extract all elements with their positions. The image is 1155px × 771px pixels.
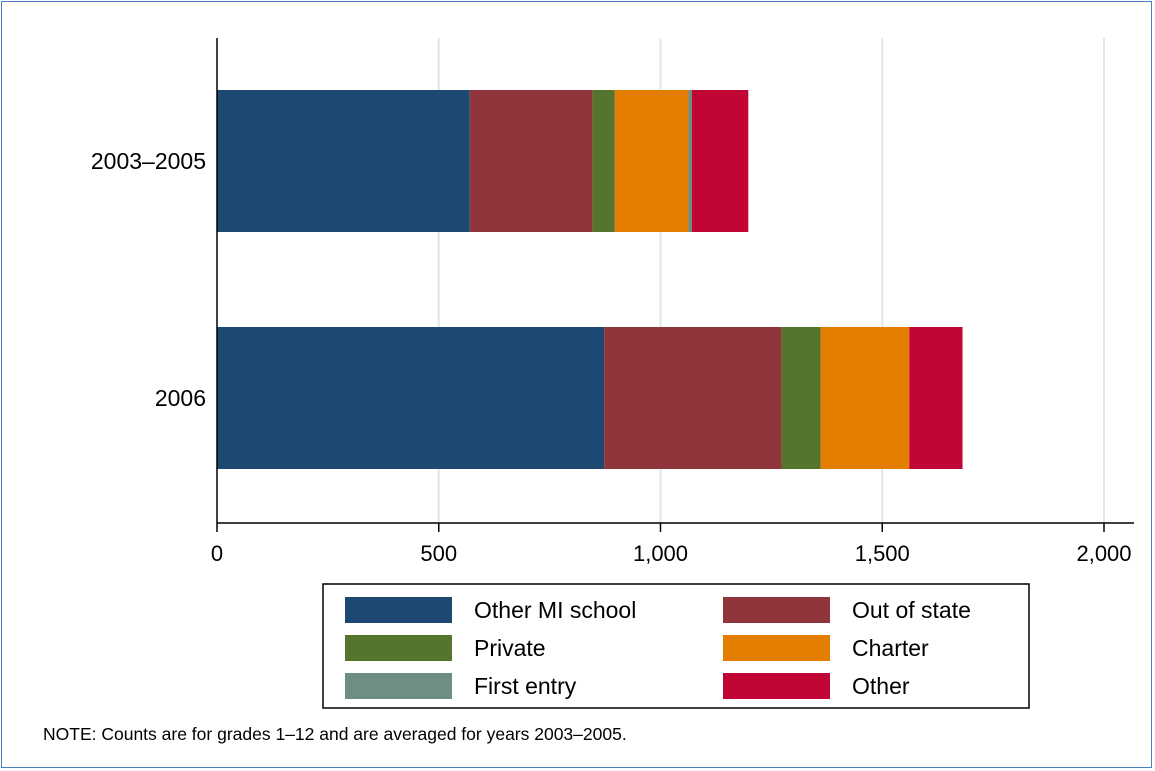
legend-item-other: Other xyxy=(723,673,910,699)
bars xyxy=(217,90,963,469)
category-labels: 2003–2005 2006 xyxy=(91,148,206,411)
x-tick-label: 500 xyxy=(420,541,457,566)
x-tick-labels: 0 500 1,000 1,500 2,000 xyxy=(211,541,1132,566)
category-label: 2006 xyxy=(155,385,206,411)
legend-swatch xyxy=(345,597,452,623)
category-label: 2003–2005 xyxy=(91,148,206,174)
x-tick-label: 0 xyxy=(211,541,223,566)
legend-label: Other xyxy=(852,673,910,699)
x-tick-label: 1,500 xyxy=(855,541,910,566)
legend-label: Charter xyxy=(852,635,929,661)
legend-item-first-entry: First entry xyxy=(345,673,577,699)
bar-segment-other xyxy=(691,90,749,232)
bar-segment-charter xyxy=(614,90,689,232)
legend-label: Private xyxy=(474,635,546,661)
legend: Other MI school Out of state Private Charte… xyxy=(322,583,1030,709)
bar-segment-out-of-state xyxy=(604,327,782,469)
bar-segment-other-mi-school xyxy=(217,327,605,469)
legend-item-other-mi-school: Other MI school xyxy=(345,597,636,623)
bar-segment-other xyxy=(909,327,963,469)
legend-swatch xyxy=(345,635,452,661)
bar-segment-out-of-state xyxy=(469,90,593,232)
bar-segment-charter xyxy=(820,327,910,469)
legend-label: First entry xyxy=(474,673,577,699)
legend-swatch xyxy=(723,635,830,661)
axes xyxy=(216,38,1134,532)
legend-item-out-of-state: Out of state xyxy=(723,597,971,623)
legend-swatch xyxy=(723,673,830,699)
legend-swatch xyxy=(345,673,452,699)
bar-segment-private xyxy=(781,327,821,469)
bar-segment-first-entry xyxy=(688,90,692,232)
legend-label: Out of state xyxy=(852,597,971,623)
bar-segment-other-mi-school xyxy=(217,90,470,232)
x-tick-label: 1,000 xyxy=(633,541,688,566)
chart-note: NOTE: Counts are for grades 1–12 and are… xyxy=(43,724,627,744)
legend-item-charter: Charter xyxy=(723,635,929,661)
bar-segment-private xyxy=(592,90,615,232)
legend-label: Other MI school xyxy=(474,597,636,623)
legend-item-private: Private xyxy=(345,635,546,661)
legend-swatch xyxy=(723,597,830,623)
x-tick-label: 2,000 xyxy=(1076,541,1131,566)
